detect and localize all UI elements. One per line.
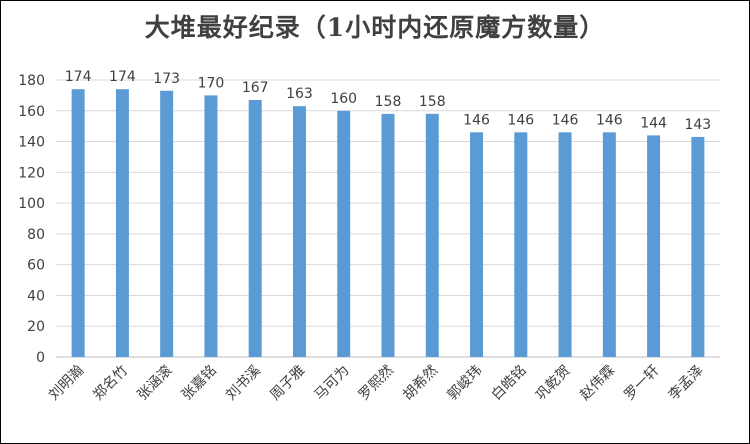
category-label: 李孟泽	[666, 363, 707, 404]
y-tick-label: 140	[18, 135, 45, 151]
data-label: 170	[198, 75, 225, 91]
data-label: 146	[463, 112, 490, 128]
bar-9	[470, 132, 484, 357]
category-labels: 刘明瀚 郑名竹 张涵滚 张嘉铭 刘书溪 周子雅 马可为 罗熙然 胡希然 郭峻玮 白皓铭 巩乾贺 赵伟霖罗…	[46, 362, 707, 404]
y-tick-label: 60	[27, 258, 45, 274]
y-tick-label: 160	[18, 104, 45, 120]
y-axis-ticks: 0 20 40 60 80 100 120 140 160 180	[18, 73, 45, 366]
category-label: 郭峻玮	[444, 362, 486, 404]
bar-11	[558, 132, 572, 357]
category-label: 白皓铭	[489, 363, 530, 404]
y-tick-label: 80	[27, 227, 45, 243]
data-label: 146	[507, 112, 534, 128]
bar-7	[381, 113, 395, 357]
bar-5	[292, 106, 306, 358]
data-label: 158	[375, 94, 402, 110]
category-label: 刘书溪	[223, 363, 264, 404]
data-label: 167	[242, 80, 269, 96]
data-label: 160	[330, 91, 357, 107]
bar-14	[691, 136, 705, 357]
bar-12	[602, 132, 616, 357]
y-tick-label: 20	[27, 319, 45, 335]
data-labels: 174 174 173 170 167 163 160 158 158 146 146 146 146 1…	[65, 69, 711, 133]
category-label: 罗熙然	[355, 362, 397, 404]
bar-1	[115, 89, 129, 357]
category-label: 赵伟霖	[577, 363, 618, 404]
bar-8	[425, 113, 439, 357]
category-label: 胡希然	[399, 362, 441, 404]
bar-2	[160, 90, 174, 358]
y-tick-label: 0	[36, 350, 45, 366]
bar-4	[248, 100, 262, 357]
y-tick-label: 180	[18, 73, 45, 89]
bar-13	[647, 135, 661, 357]
category-label: 郑名竹	[90, 363, 131, 404]
category-label: 张涵滚	[134, 362, 176, 404]
y-tick-label: 40	[27, 288, 45, 304]
category-label: 巩乾贺	[533, 363, 574, 404]
y-tick-label: 120	[18, 165, 45, 181]
category-label: 刘明瀚	[46, 363, 87, 404]
bar-0	[71, 89, 85, 357]
data-label: 163	[286, 86, 313, 102]
y-tick-label: 100	[18, 196, 45, 212]
bars	[71, 89, 705, 358]
bar-3	[204, 95, 218, 357]
chart-title: 大堆最好纪录（1小时内还原魔方数量）	[144, 13, 606, 42]
bar-6	[337, 110, 351, 358]
data-label: 158	[419, 94, 446, 110]
data-label: 144	[640, 115, 667, 131]
category-label: 罗一轩	[621, 363, 662, 404]
data-label: 174	[65, 69, 92, 85]
category-label: 马可为	[312, 363, 353, 404]
data-label: 143	[684, 117, 711, 133]
data-label: 174	[109, 69, 136, 85]
data-label: 146	[552, 112, 579, 128]
bar-10	[514, 132, 528, 357]
data-label: 173	[153, 71, 180, 87]
category-label: 张嘉铭	[179, 363, 220, 404]
data-label: 146	[596, 112, 623, 128]
category-label: 周子雅	[267, 363, 308, 404]
